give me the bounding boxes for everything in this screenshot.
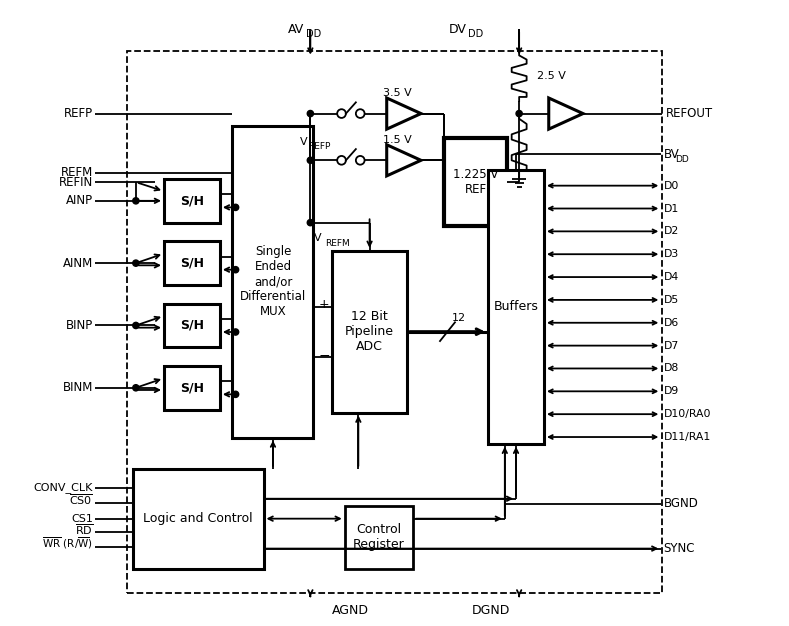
- Circle shape: [233, 204, 239, 210]
- Text: $\overline{\mathrm{RD}}$: $\overline{\mathrm{RD}}$: [75, 522, 93, 536]
- Text: CONV_CLK: CONV_CLK: [33, 482, 93, 493]
- Text: D2: D2: [664, 227, 679, 237]
- Circle shape: [133, 260, 139, 266]
- Text: DGND: DGND: [472, 604, 510, 617]
- FancyBboxPatch shape: [332, 250, 407, 413]
- Text: S/H: S/H: [180, 194, 204, 207]
- Text: 12: 12: [451, 313, 466, 323]
- Circle shape: [516, 110, 522, 116]
- Text: DV: DV: [448, 23, 466, 36]
- Text: S/H: S/H: [180, 381, 204, 394]
- Circle shape: [133, 384, 139, 391]
- Polygon shape: [548, 98, 583, 129]
- Text: V: V: [300, 136, 307, 146]
- Text: BV: BV: [664, 148, 679, 161]
- Text: D1: D1: [664, 203, 679, 213]
- FancyBboxPatch shape: [164, 304, 220, 347]
- Polygon shape: [387, 98, 421, 129]
- Circle shape: [307, 110, 313, 116]
- Text: D9: D9: [664, 386, 679, 396]
- Text: AINP: AINP: [65, 194, 93, 207]
- Text: REFOUT: REFOUT: [666, 107, 712, 120]
- Text: S/H: S/H: [180, 319, 204, 332]
- Text: CS1: CS1: [71, 514, 93, 524]
- Text: BINM: BINM: [62, 381, 93, 394]
- Text: D10/RA0: D10/RA0: [664, 409, 711, 419]
- Circle shape: [133, 198, 139, 204]
- Text: REFM: REFM: [61, 167, 93, 179]
- Text: DD: DD: [675, 155, 689, 164]
- Text: AV: AV: [288, 23, 304, 36]
- FancyBboxPatch shape: [164, 366, 220, 409]
- Text: REFP: REFP: [308, 142, 331, 151]
- Bar: [126, 51, 663, 593]
- Text: 1.225 V
REF: 1.225 V REF: [453, 168, 498, 196]
- Text: SYNC: SYNC: [664, 542, 695, 555]
- Text: D0: D0: [664, 181, 679, 191]
- Text: D7: D7: [664, 341, 679, 351]
- Circle shape: [233, 391, 239, 398]
- Text: 2.5 V: 2.5 V: [537, 71, 566, 81]
- Text: REFP: REFP: [64, 107, 93, 120]
- Text: D5: D5: [664, 295, 679, 305]
- Text: 12 Bit
Pipeline
ADC: 12 Bit Pipeline ADC: [345, 310, 394, 353]
- Text: +: +: [319, 299, 329, 311]
- Text: V: V: [313, 233, 321, 244]
- Text: Control
Register: Control Register: [353, 523, 405, 552]
- Text: AGND: AGND: [332, 604, 369, 617]
- Text: −: −: [318, 349, 330, 362]
- Text: $\overline{\mathrm{WR}}$ (R/$\overline{\mathrm{W}}$): $\overline{\mathrm{WR}}$ (R/$\overline{\…: [42, 536, 93, 552]
- Text: D6: D6: [664, 318, 679, 328]
- Text: REFM: REFM: [325, 239, 350, 248]
- Text: D11/RA1: D11/RA1: [664, 432, 711, 442]
- FancyBboxPatch shape: [133, 469, 264, 568]
- Text: D8: D8: [664, 364, 679, 374]
- Text: BINP: BINP: [65, 319, 93, 332]
- Text: AINM: AINM: [62, 257, 93, 270]
- Circle shape: [233, 329, 239, 335]
- Text: BGND: BGND: [664, 497, 698, 510]
- Polygon shape: [387, 145, 421, 176]
- FancyBboxPatch shape: [164, 242, 220, 285]
- Text: $\overline{\mathrm{CS0}}$: $\overline{\mathrm{CS0}}$: [69, 493, 93, 507]
- Text: REFIN: REFIN: [58, 176, 93, 188]
- Text: S/H: S/H: [180, 257, 204, 270]
- FancyBboxPatch shape: [164, 179, 220, 223]
- Text: D4: D4: [664, 272, 679, 282]
- Text: Buffers: Buffers: [494, 300, 538, 313]
- Text: Logic and Control: Logic and Control: [144, 512, 253, 525]
- Circle shape: [307, 220, 313, 226]
- Text: 3.5 V: 3.5 V: [383, 88, 412, 98]
- Text: 1.5 V: 1.5 V: [383, 135, 412, 145]
- Circle shape: [133, 322, 139, 329]
- Text: DD: DD: [468, 29, 484, 39]
- Text: Single
Ended
and/or
Differential
MUX: Single Ended and/or Differential MUX: [240, 245, 306, 319]
- FancyBboxPatch shape: [488, 170, 544, 444]
- Circle shape: [233, 267, 239, 273]
- Text: DD: DD: [306, 29, 321, 39]
- Text: D3: D3: [664, 249, 679, 259]
- FancyBboxPatch shape: [444, 138, 507, 226]
- FancyBboxPatch shape: [233, 126, 313, 438]
- FancyBboxPatch shape: [345, 506, 413, 568]
- Circle shape: [307, 157, 313, 163]
